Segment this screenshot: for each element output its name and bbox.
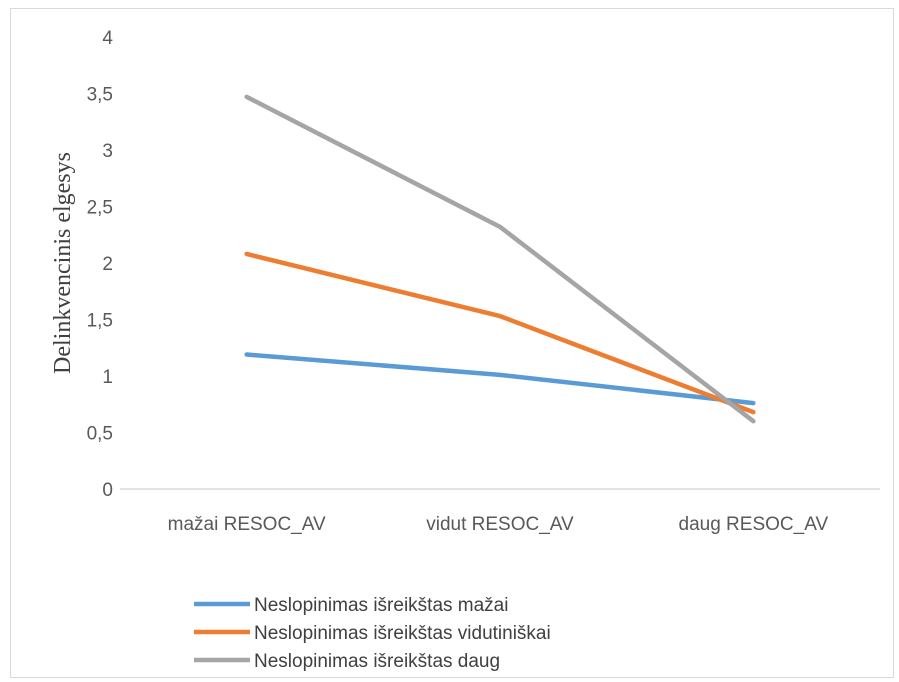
series-line (244, 251, 756, 415)
y-tick-label: 1 (102, 367, 113, 388)
y-tick-label: 3,5 (87, 85, 113, 106)
y-axis-label: Delinkvencinis elgesys (50, 152, 76, 374)
legend-label: Neslopinimas išreikštas daug (254, 651, 500, 672)
y-tick-label: 1,5 (87, 311, 113, 332)
legend-label: Neslopinimas išreikštas mažai (254, 595, 508, 616)
y-axis-ticks: 0 0,5 1 1,5 2 2,5 3 3,5 4 (87, 28, 114, 501)
y-tick-label: 0 (102, 480, 113, 501)
y-tick-label: 4 (102, 28, 113, 49)
series-line (244, 94, 756, 424)
chart-frame (10, 8, 894, 678)
y-tick-label: 2,5 (87, 198, 113, 219)
series-lines (244, 94, 756, 424)
x-category-label: daug RESOC_AV (679, 514, 829, 535)
y-tick-label: 0,5 (87, 424, 113, 445)
legend: Neslopinimas išreikštas mažai Neslopinima… (194, 595, 551, 672)
x-category-label: mažai RESOC_AV (168, 514, 326, 535)
x-category-label: vidut RESOC_AV (426, 514, 574, 535)
x-axis-categories: mažai RESOC_AV vidut RESOC_AV daug RESOC_A… (168, 514, 829, 535)
series-line (244, 352, 756, 406)
legend-label: Neslopinimas išreikštas vidutiniškai (254, 623, 551, 644)
y-tick-label: 3 (102, 141, 113, 162)
y-tick-label: 2 (102, 254, 113, 275)
